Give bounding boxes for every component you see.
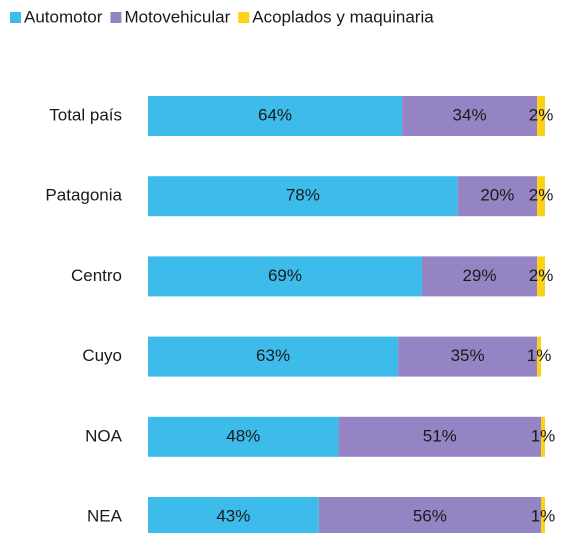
legend-label: Automotor: [24, 7, 103, 26]
value-label: 69%: [268, 266, 302, 285]
category-label: NEA: [87, 506, 123, 525]
value-label: 56%: [413, 506, 447, 525]
bar-segment: [148, 176, 458, 217]
bar-segment: [537, 336, 542, 377]
category-label: Patagonia: [45, 186, 122, 205]
bar-segment: [148, 336, 399, 377]
bar-segment: [457, 176, 538, 217]
value-label: 1%: [527, 346, 552, 365]
legend-label: Motovehicular: [124, 7, 230, 26]
value-label: 2%: [529, 266, 554, 285]
bar-segment: [148, 256, 422, 297]
bar-segment: [338, 416, 542, 457]
value-label: 78%: [286, 186, 320, 205]
value-label: 64%: [258, 105, 292, 124]
bar-segment: [318, 497, 542, 533]
value-label: 20%: [480, 186, 514, 205]
bar-segment: [537, 96, 545, 136]
value-label: 1%: [531, 426, 556, 445]
value-label: 2%: [529, 186, 554, 205]
bar-segment: [541, 497, 545, 533]
category-label: Cuyo: [82, 346, 122, 365]
bar-segment: [148, 96, 403, 136]
value-label: 63%: [256, 346, 290, 365]
bar-segment: [398, 336, 538, 377]
value-label: 1%: [531, 506, 556, 525]
value-label: 35%: [451, 346, 485, 365]
bar-segment: [537, 176, 545, 217]
legend-label: Acoplados y maquinaria: [252, 7, 434, 26]
bar-segment: [402, 96, 538, 136]
bar-segment: [148, 416, 339, 457]
legend-swatch: [10, 12, 21, 23]
value-label: 29%: [462, 266, 496, 285]
bar-segment: [421, 256, 538, 297]
bar-segment: [541, 416, 545, 457]
value-label: 48%: [226, 426, 260, 445]
legend-swatch: [238, 12, 250, 23]
legend-swatch: [110, 12, 122, 23]
category-label: NOA: [85, 426, 123, 445]
bar-segment: [148, 497, 319, 533]
value-label: 34%: [453, 105, 487, 124]
value-label: 2%: [529, 105, 554, 124]
category-label: Centro: [71, 266, 122, 285]
value-label: 51%: [423, 426, 457, 445]
value-label: 43%: [216, 506, 250, 525]
bar-segment: [537, 256, 545, 297]
category-label: Total país: [49, 105, 122, 124]
